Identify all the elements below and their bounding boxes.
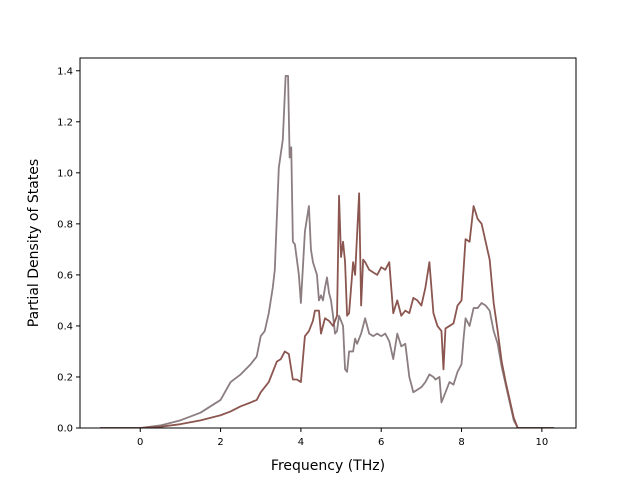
y-axis-label: Partial Density of States xyxy=(26,159,42,327)
y-tick-label: 0.0 xyxy=(57,424,73,435)
x-axis-label: Frequency (THz) xyxy=(271,458,385,474)
y-tick-label: 0.8 xyxy=(57,219,73,230)
series-layer xyxy=(100,74,554,428)
pdos-series-1-line xyxy=(100,74,554,428)
y-axis-ticks: 0.0 0.2 0.4 0.6 0.8 1.0 1.2 1.4 xyxy=(57,66,80,435)
y-tick-label: 1.4 xyxy=(57,66,73,77)
y-tick-label: 0.4 xyxy=(57,321,73,332)
y-tick-label: 0.6 xyxy=(57,270,73,281)
x-tick-label: 4 xyxy=(298,437,304,448)
x-tick-label: 10 xyxy=(535,437,548,448)
x-tick-label: 8 xyxy=(458,437,464,448)
x-tick-label: 6 xyxy=(378,437,384,448)
x-tick-label: 2 xyxy=(217,437,223,448)
y-tick-label: 1.0 xyxy=(57,168,73,179)
pdos-series-2-line xyxy=(100,192,554,428)
plot-area xyxy=(80,58,576,428)
x-tick-label: 0 xyxy=(137,437,143,448)
x-axis-ticks: 0 2 4 6 8 10 xyxy=(137,428,548,448)
plot-frame xyxy=(79,57,577,429)
y-tick-label: 0.2 xyxy=(57,372,73,383)
y-tick-label: 1.2 xyxy=(57,117,73,128)
